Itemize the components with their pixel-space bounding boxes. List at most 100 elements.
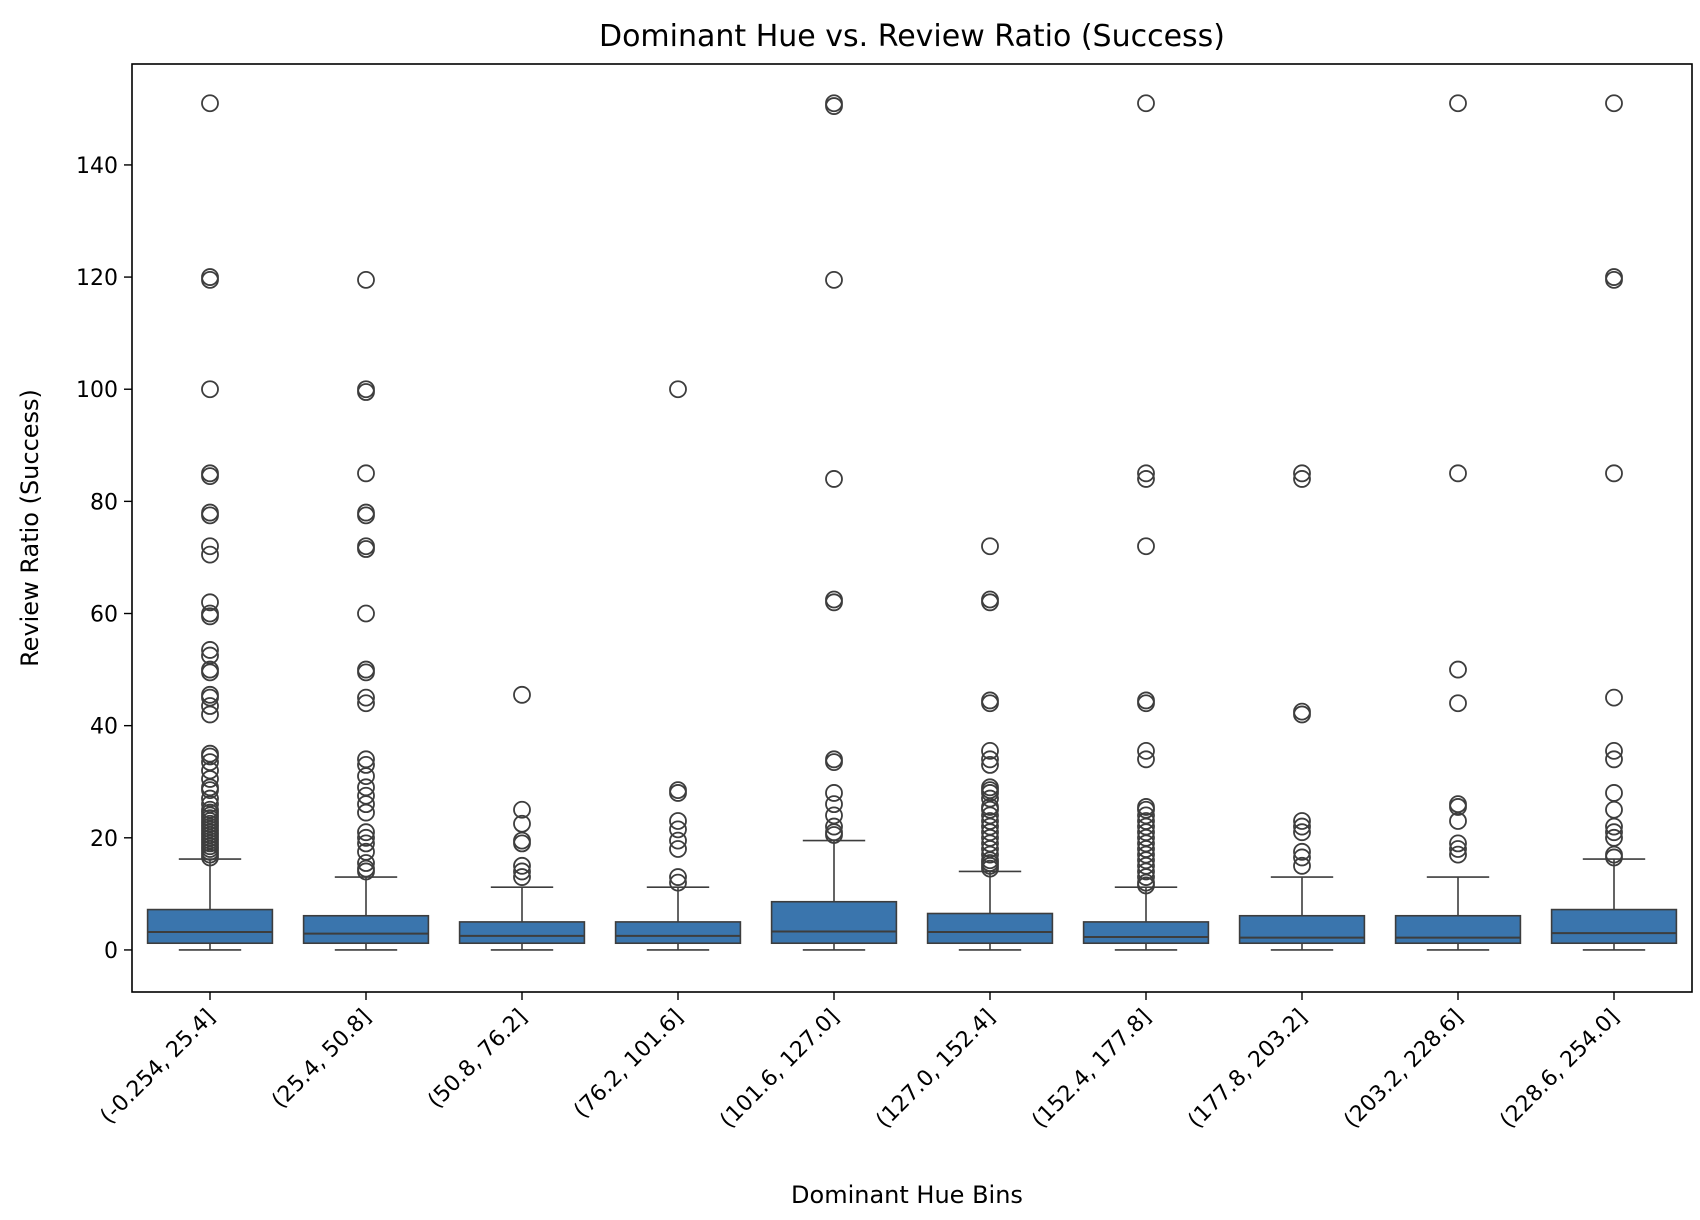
- outlier-point: [357, 604, 375, 623]
- outlier-point: [357, 750, 375, 769]
- outlier-point: [201, 789, 219, 808]
- y-tick-label: 100: [76, 378, 118, 403]
- outlier-point: [357, 786, 375, 805]
- outlier-point: [825, 817, 843, 836]
- outlier-point: [357, 834, 375, 853]
- outlier-point: [669, 840, 687, 858]
- outlier-point: [513, 856, 531, 875]
- x-tick-label: (76.2, 101.6]: [569, 1005, 688, 1124]
- plot-area: [131, 63, 1693, 993]
- iqr-box: [1082, 921, 1210, 945]
- outlier-point: [1293, 842, 1311, 861]
- outlier-point: [201, 641, 219, 659]
- y-tick-label: 120: [76, 266, 118, 291]
- iqr-box: [614, 921, 742, 945]
- outlier-point: [825, 795, 843, 814]
- outlier-point: [357, 842, 375, 861]
- outlier-point: [201, 800, 219, 819]
- y-tick-label: 40: [90, 715, 118, 740]
- x-tick-label: (50.8, 76.2]: [423, 1005, 532, 1114]
- x-tick-label: (177.8, 203.2]: [1183, 1005, 1312, 1134]
- outlier-point: [201, 685, 219, 704]
- y-axis: 0 20 40 60 80 100 120 140: [76, 154, 132, 964]
- x-axis: (-0.254, 25.4] (25.4, 50.8] (50.8, 76.2] (7…: [96, 992, 1624, 1133]
- outlier-point: [357, 537, 375, 556]
- outlier-point: [357, 823, 375, 842]
- outlier-point: [981, 789, 999, 808]
- x-tick-label: (-0.254, 25.4]: [96, 1005, 220, 1129]
- outlier-point: [981, 756, 999, 774]
- outlier-point: [1605, 741, 1623, 760]
- outlier-point: [1293, 823, 1311, 842]
- y-axis-label: Review Ratio (Success): [16, 389, 44, 667]
- outlier-point: [1137, 470, 1155, 488]
- outlier-point: [1137, 812, 1155, 830]
- outlier-point: [1293, 812, 1311, 830]
- outlier-point: [669, 820, 687, 839]
- outlier-point: [201, 744, 219, 763]
- outlier-point: [201, 545, 219, 564]
- outlier-point: [1293, 856, 1311, 875]
- outlier-point: [513, 814, 531, 833]
- outlier-point: [357, 854, 375, 872]
- outlier-point: [513, 868, 531, 886]
- outlier-point: [1293, 817, 1311, 836]
- outlier-point: [669, 873, 687, 892]
- outlier-point: [825, 94, 843, 113]
- outlier-point: [513, 800, 531, 819]
- outlier-point: [1293, 848, 1311, 867]
- box-group: [1394, 94, 1522, 951]
- outlier-point: [1605, 784, 1623, 802]
- outlier-point: [1293, 470, 1311, 488]
- outlier-point: [825, 806, 843, 825]
- outlier-point: [357, 503, 375, 522]
- outlier-point: [669, 781, 687, 800]
- iqr-box: [1550, 908, 1678, 945]
- x-tick-label: (25.4, 50.8]: [267, 1005, 376, 1114]
- outlier-point: [201, 94, 219, 113]
- outlier-point: [981, 812, 999, 830]
- outlier-point: [1137, 94, 1155, 113]
- outlier-point: [981, 590, 999, 609]
- outlier-point: [513, 685, 531, 704]
- outlier-point: [201, 660, 219, 679]
- x-tick-label: (228.6, 254.0]: [1495, 1005, 1624, 1134]
- iqr-box: [770, 900, 898, 945]
- outlier-point: [1605, 800, 1623, 819]
- outlier-point: [825, 590, 843, 609]
- outlier-point: [357, 688, 375, 707]
- outlier-point: [981, 778, 999, 797]
- outlier-point: [1137, 741, 1155, 760]
- y-tick-label: 80: [90, 490, 118, 515]
- x-tick-label: (152.4, 177.8]: [1027, 1005, 1156, 1134]
- outlier-point: [201, 593, 219, 612]
- outlier-point: [981, 537, 999, 556]
- iqr-box: [146, 908, 274, 945]
- outlier-point: [981, 691, 999, 710]
- outlier-point: [201, 503, 219, 522]
- x-tick-label: (203.2, 228.6]: [1339, 1005, 1468, 1134]
- x-tick-label: (101.6, 127.0]: [715, 1005, 844, 1134]
- outlier-point: [669, 831, 687, 850]
- outlier-point: [825, 270, 843, 289]
- outlier-point: [201, 380, 219, 399]
- outlier-point: [1449, 834, 1467, 853]
- outlier-point: [1449, 464, 1467, 483]
- iqr-box: [302, 914, 430, 945]
- outlier-point: [357, 778, 375, 797]
- outlier-point: [201, 697, 219, 715]
- outlier-point: [1449, 840, 1467, 858]
- outlier-point: [1137, 691, 1155, 710]
- y-tick-label: 60: [90, 603, 118, 628]
- outlier-point: [1137, 798, 1155, 816]
- x-axis-label: Dominant Hue Bins: [791, 1181, 1023, 1209]
- outlier-point: [1137, 537, 1155, 556]
- y-tick-label: 20: [90, 827, 118, 852]
- outlier-point: [825, 784, 843, 802]
- outlier-point: [669, 812, 687, 830]
- chart-title: Dominant Hue vs. Review Ratio (Success): [599, 19, 1225, 54]
- plot-frame: [131, 63, 1693, 993]
- iqr-box: [1394, 914, 1522, 945]
- outlier-point: [357, 464, 375, 483]
- outlier-point: [1293, 464, 1311, 483]
